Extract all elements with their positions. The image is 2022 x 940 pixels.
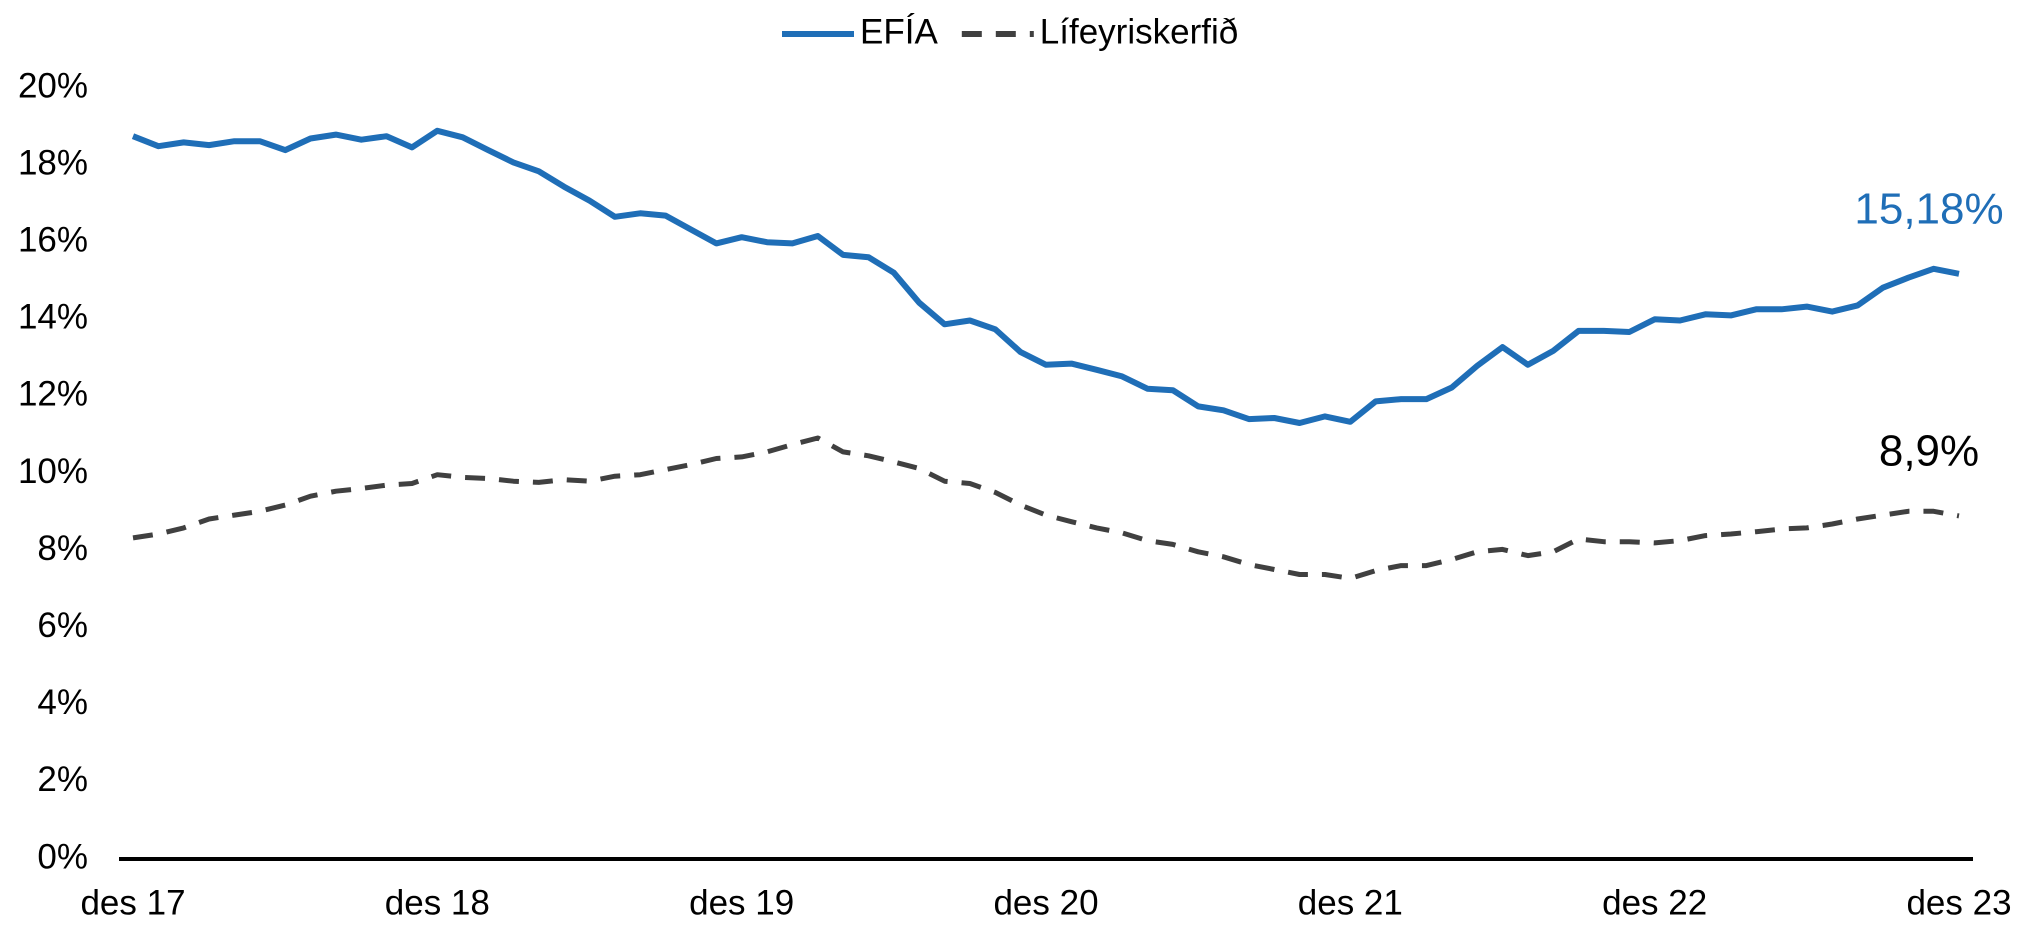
y-tick-label: 12%	[18, 375, 88, 414]
x-tick-label: des 17	[80, 883, 185, 922]
y-tick-label: 18%	[18, 143, 88, 182]
series-line	[132, 435, 1960, 581]
series-line	[131, 127, 1960, 426]
y-tick-label: 20%	[18, 66, 88, 105]
data-label: 8,9%	[1879, 427, 1979, 476]
y-tick-label: 6%	[37, 606, 88, 645]
x-tick-label: des 22	[1602, 883, 1707, 922]
x-tick-label: des 21	[1298, 883, 1403, 922]
y-tick-label: 14%	[18, 298, 88, 337]
legend-label: Lífeyriskerfið	[1040, 12, 1238, 51]
y-tick-label: 2%	[37, 760, 88, 799]
legend-label: EFÍA	[860, 12, 938, 51]
y-tick-label: 0%	[37, 837, 88, 876]
x-tick-label: des 20	[993, 883, 1098, 922]
y-tick-label: 8%	[37, 529, 88, 568]
x-tick-label: des 19	[689, 883, 794, 922]
x-tick-label: des 18	[385, 883, 490, 922]
data-label: 15,18%	[1854, 184, 2003, 233]
y-tick-label: 4%	[37, 683, 88, 722]
y-tick-label: 16%	[18, 220, 88, 259]
y-tick-label: 10%	[18, 452, 88, 491]
x-tick-label: des 23	[1906, 883, 2011, 922]
